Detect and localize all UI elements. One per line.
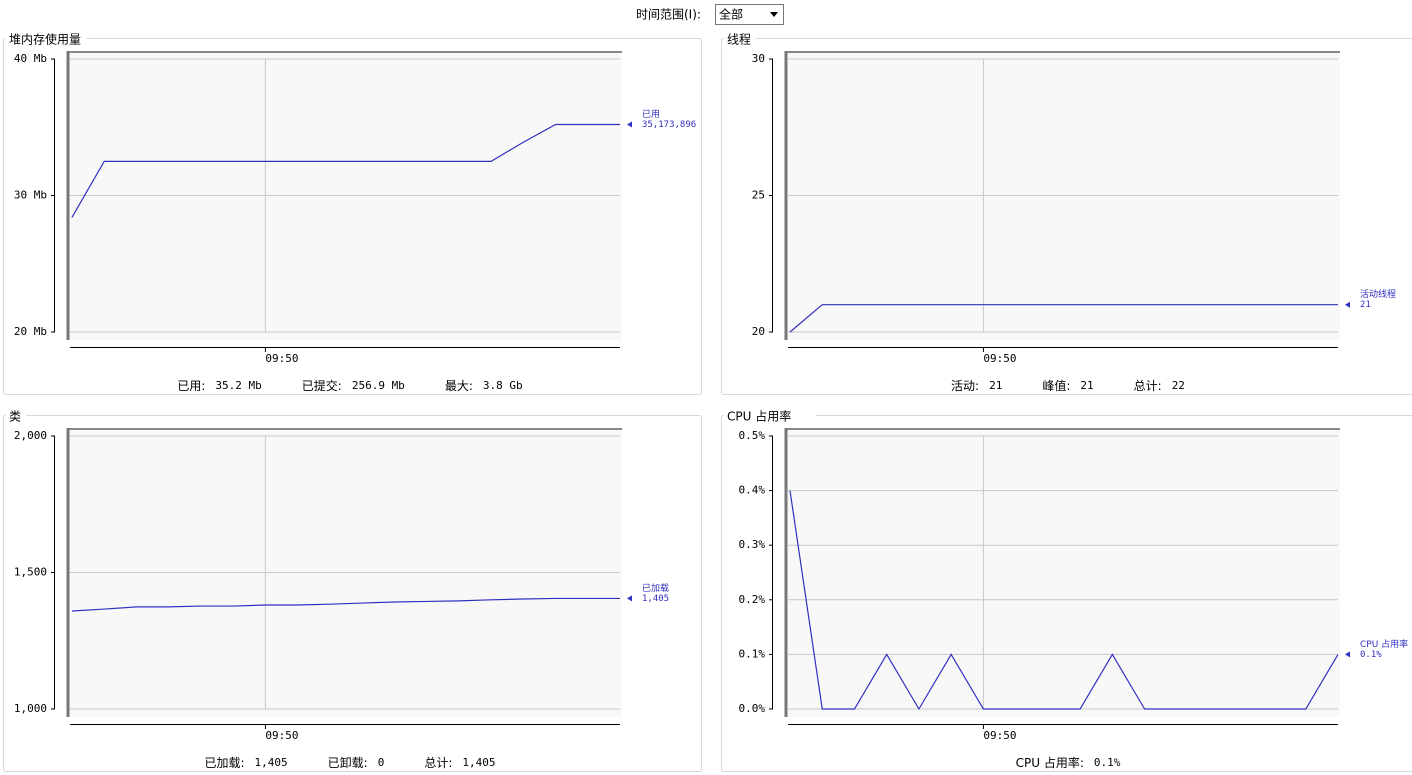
legend-marker (627, 595, 632, 602)
select-value[interactable]: 全部 (719, 7, 743, 22)
y-tick-label: 1,000 (14, 702, 47, 715)
y-tick-label: 20 (752, 325, 765, 338)
legend-current: 0.1% (1360, 650, 1382, 660)
panel-title: CPU 占用率 (727, 409, 791, 424)
footer: 活动: 21 峰值: 21 总计: 22 (951, 378, 1185, 393)
y-tick-label: 1,500 (14, 566, 47, 579)
x-tick-label: 09:50 (983, 352, 1016, 365)
legend-current: 35,173,896 (642, 120, 696, 130)
footer: 已用: 35.2 Mb 已提交: 256.9 Mb 最大: 3.8 Gb (177, 378, 522, 393)
title-bg (724, 32, 756, 46)
footer-label: 已加载: (204, 756, 244, 770)
legend-marker (1345, 651, 1350, 658)
legend-name: 活动线程 (1360, 288, 1396, 300)
title-bg (724, 409, 816, 423)
y-tick-label: 0.0% (739, 702, 766, 715)
select-box[interactable] (715, 4, 784, 25)
legend-current: 1,405 (642, 594, 669, 604)
legend-current: 21 (1360, 300, 1371, 310)
y-tick-label: 0.2% (739, 593, 766, 606)
footer-label: 峰值: (1042, 378, 1070, 393)
footer-label: 已提交: (302, 378, 342, 393)
footer-label: CPU 占用率: (1016, 755, 1084, 770)
panel-border (3, 415, 702, 772)
footer-value: 22 (1172, 379, 1185, 392)
panel-border (3, 38, 702, 395)
y-tick-label: 25 (752, 189, 765, 202)
panel-title: 线程 (727, 32, 751, 47)
y-tick-label: 20 Mb (14, 325, 47, 338)
x-tick-label: 09:50 (265, 729, 298, 742)
y-tick-label: 0.1% (739, 647, 766, 660)
footer: 已加载: 1,405 已卸载: 0 总计: 1,405 (204, 755, 495, 770)
legend-name: CPU 占用率 (1360, 638, 1408, 650)
footer-value: 35.2 Mb (215, 379, 261, 392)
panel-title: 堆内存使用量 (9, 32, 81, 47)
footer-value: 3.8 Gb (483, 379, 523, 392)
time-range-select[interactable]: 全部 (715, 4, 784, 25)
footer-value: 1,405 (462, 756, 495, 769)
legend-marker (1345, 301, 1350, 308)
footer-label: 总计: (1134, 379, 1162, 393)
y-tick-label: 0.5% (739, 429, 766, 442)
time-range-label: 时间范围(I): (636, 8, 701, 22)
footer-value: 21 (1080, 379, 1093, 392)
footer-value: 0.1% (1094, 756, 1121, 769)
footer-label: 已用: (177, 379, 205, 393)
y-tick-label: 30 (752, 52, 765, 65)
footer-value: 0 (378, 756, 385, 769)
y-tick-label: 40 Mb (14, 52, 47, 65)
data-line (789, 304, 1338, 333)
footer-label: 总计: (424, 756, 452, 770)
footer-label: 最大: (445, 379, 473, 393)
x-tick-label: 09:50 (265, 352, 298, 365)
footer: CPU 占用率: 0.1% (1016, 755, 1121, 770)
title-bg (6, 32, 86, 46)
legend-name: 已加载 (642, 582, 669, 594)
legend-name: 已用 (642, 109, 660, 120)
data-line (71, 123, 620, 218)
footer-value: 1,405 (255, 756, 288, 769)
footer-label: 已卸载: (328, 755, 368, 770)
panel: CPU 占用率0.0%0.1%0.2%0.3%0.4%0.5%09:50CPU … (721, 409, 1412, 772)
footer-label: 活动: (951, 379, 979, 393)
x-tick-label: 09:50 (983, 729, 1016, 742)
plot-area (785, 428, 1340, 717)
y-tick-label: 0.3% (739, 538, 766, 551)
panel-title: 类 (9, 410, 21, 424)
title-bg (6, 409, 26, 423)
data-line (71, 597, 620, 612)
footer-value: 256.9 Mb (352, 379, 405, 392)
y-tick-label: 30 Mb (14, 189, 47, 202)
legend-marker (627, 121, 632, 128)
y-tick-label: 0.4% (739, 484, 766, 497)
y-tick-label: 2,000 (14, 429, 47, 442)
select-arrow[interactable] (770, 12, 778, 17)
data-line (789, 490, 1339, 711)
panel-border (721, 38, 1412, 395)
footer-value: 21 (989, 379, 1002, 392)
panel-border (721, 415, 1412, 772)
